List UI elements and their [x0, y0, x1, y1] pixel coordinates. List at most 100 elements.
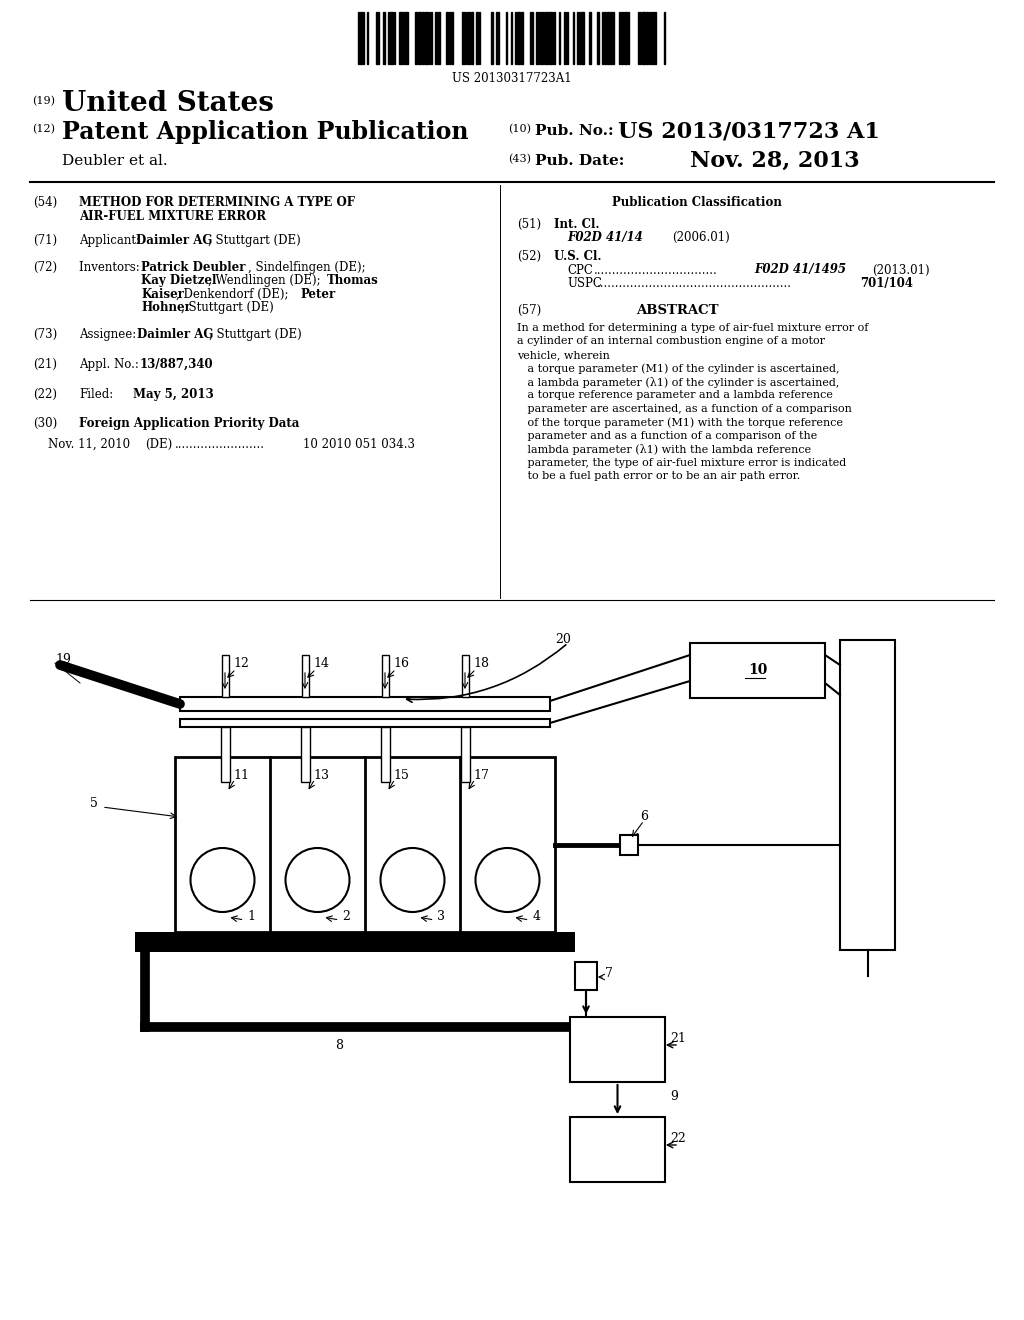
Bar — [642, 12, 645, 63]
Text: 3: 3 — [437, 909, 445, 923]
Text: 4: 4 — [532, 909, 541, 923]
Text: vehicle, wherein: vehicle, wherein — [517, 350, 610, 360]
Text: Pub. Date:: Pub. Date: — [535, 154, 625, 168]
Bar — [406, 12, 408, 63]
Text: a lambda parameter (λ1) of the cylinder is ascertained,: a lambda parameter (λ1) of the cylinder … — [517, 378, 840, 388]
Bar — [621, 12, 623, 63]
Text: Pub. No.:: Pub. No.: — [535, 124, 618, 139]
Bar — [135, 932, 575, 952]
Bar — [840, 640, 895, 950]
Text: , Stuttgart (DE): , Stuttgart (DE) — [209, 329, 302, 342]
Bar — [376, 12, 379, 63]
Text: (71): (71) — [33, 234, 57, 247]
Text: .................................: ................................. — [594, 264, 718, 276]
Text: (DE): (DE) — [145, 438, 172, 450]
Text: 13/887,340: 13/887,340 — [140, 358, 214, 371]
Text: 22: 22 — [670, 1133, 686, 1144]
Text: (10): (10) — [508, 124, 531, 135]
Text: Applicant:: Applicant: — [79, 234, 143, 247]
Bar — [490, 12, 493, 63]
Bar — [221, 727, 230, 781]
Text: 5: 5 — [90, 797, 98, 810]
Text: , Denkendorf (DE);: , Denkendorf (DE); — [176, 288, 292, 301]
Text: (12): (12) — [32, 124, 55, 135]
Circle shape — [475, 847, 540, 912]
Text: 15: 15 — [393, 770, 409, 781]
Text: (57): (57) — [517, 304, 542, 317]
Bar — [521, 12, 523, 63]
Text: parameter and as a function of a comparison of the: parameter and as a function of a compari… — [517, 430, 817, 441]
Text: parameter, the type of air-fuel mixture error is indicated: parameter, the type of air-fuel mixture … — [517, 458, 846, 467]
Text: 12: 12 — [233, 657, 249, 671]
Text: to be a fuel path error or to be an air path error.: to be a fuel path error or to be an air … — [517, 471, 800, 482]
Text: (72): (72) — [33, 261, 57, 273]
Bar — [301, 727, 310, 781]
Text: AIR-FUEL MIXTURE ERROR: AIR-FUEL MIXTURE ERROR — [79, 210, 266, 223]
Text: (54): (54) — [33, 195, 57, 209]
Bar — [589, 12, 591, 63]
Bar — [446, 12, 449, 63]
Text: Assignee:: Assignee: — [79, 329, 140, 342]
Bar — [624, 12, 627, 63]
Bar — [496, 12, 499, 63]
Text: ....................................................: ........................................… — [597, 277, 792, 290]
Text: 1: 1 — [248, 909, 256, 923]
Bar — [468, 12, 470, 63]
Text: Patent Application Publication: Patent Application Publication — [62, 120, 469, 144]
Text: 18: 18 — [473, 657, 489, 671]
Text: (2013.01): (2013.01) — [872, 264, 930, 276]
Text: 20: 20 — [555, 634, 570, 645]
Bar — [422, 12, 424, 63]
Bar — [536, 12, 538, 63]
Bar — [180, 697, 550, 711]
Bar — [438, 12, 440, 63]
Bar — [175, 756, 555, 932]
Text: (73): (73) — [33, 329, 57, 342]
Text: 701/104: 701/104 — [860, 277, 913, 290]
Text: 9: 9 — [670, 1090, 678, 1104]
Text: lambda parameter (λ1) with the lambda reference: lambda parameter (λ1) with the lambda re… — [517, 445, 811, 455]
Text: United States: United States — [62, 90, 273, 117]
Text: , Wendlingen (DE);: , Wendlingen (DE); — [208, 275, 325, 288]
Text: 10 2010 051 034.3: 10 2010 051 034.3 — [303, 438, 415, 450]
Text: , Sindelfingen (DE);: , Sindelfingen (DE); — [248, 261, 366, 273]
Circle shape — [190, 847, 255, 912]
Bar — [415, 12, 417, 63]
Bar — [575, 962, 597, 990]
Bar — [620, 834, 638, 854]
Bar — [425, 12, 428, 63]
Bar — [610, 12, 612, 63]
Text: 13: 13 — [313, 770, 329, 781]
Bar — [570, 1016, 665, 1082]
Bar — [435, 12, 437, 63]
Text: (19): (19) — [32, 96, 55, 107]
Bar — [418, 12, 421, 63]
Bar — [382, 655, 389, 697]
Bar — [471, 12, 473, 63]
Text: (22): (22) — [33, 388, 57, 401]
Bar — [390, 12, 393, 63]
Text: (2006.01): (2006.01) — [672, 231, 730, 244]
Bar — [564, 12, 566, 63]
Text: Daimler AG: Daimler AG — [136, 234, 212, 247]
Bar — [553, 12, 555, 63]
Text: (30): (30) — [33, 417, 57, 430]
Text: Inventors:: Inventors: — [79, 261, 143, 273]
Text: Patrick Deubler: Patrick Deubler — [141, 261, 246, 273]
Text: Appl. No.:: Appl. No.: — [79, 358, 142, 371]
Text: USPC: USPC — [567, 277, 602, 290]
Text: F02D 41/1495: F02D 41/1495 — [754, 264, 846, 276]
Text: US 2013/0317723 A1: US 2013/0317723 A1 — [618, 120, 880, 143]
Bar — [381, 727, 390, 781]
Bar — [399, 12, 402, 63]
Text: 11: 11 — [233, 770, 249, 781]
Text: In a method for determining a type of air-fuel mixture error of: In a method for determining a type of ai… — [517, 323, 868, 333]
Bar — [549, 12, 552, 63]
Bar — [180, 719, 550, 727]
Text: , Stuttgart (DE): , Stuttgart (DE) — [181, 301, 273, 314]
Bar — [654, 12, 656, 63]
Text: of the torque parameter (M1) with the torque reference: of the torque parameter (M1) with the to… — [517, 417, 843, 428]
Text: Kaiser: Kaiser — [141, 288, 184, 301]
Text: Nov. 11, 2010: Nov. 11, 2010 — [48, 438, 130, 450]
Bar — [383, 12, 385, 63]
